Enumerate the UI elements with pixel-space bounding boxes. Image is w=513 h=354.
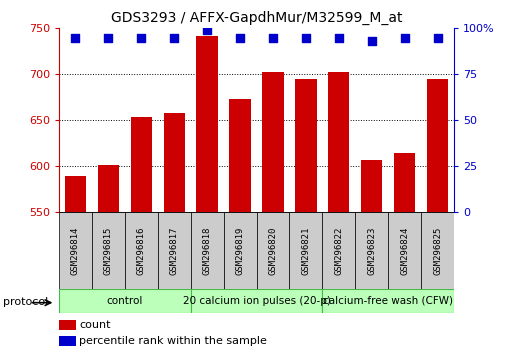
Point: [203, 27, 211, 33]
Bar: [289, 212, 322, 289]
Point: [433, 35, 442, 40]
Text: percentile rank within the sample: percentile rank within the sample: [79, 336, 267, 346]
Bar: [361, 160, 382, 212]
Point: [401, 35, 409, 40]
Bar: [92, 212, 125, 289]
Bar: [295, 79, 317, 212]
Bar: [125, 212, 158, 289]
Bar: [229, 99, 251, 212]
Bar: [59, 212, 92, 289]
Bar: [328, 72, 349, 212]
Bar: [224, 212, 256, 289]
Bar: [388, 212, 421, 289]
Point: [104, 35, 112, 40]
Text: calcium-free wash (CFW): calcium-free wash (CFW): [323, 296, 453, 306]
Point: [71, 35, 80, 40]
Text: GSM296822: GSM296822: [334, 226, 343, 275]
Bar: [262, 72, 284, 212]
Bar: [59, 336, 75, 346]
Bar: [65, 176, 86, 212]
Text: GSM296814: GSM296814: [71, 226, 80, 275]
Bar: [131, 117, 152, 212]
Point: [302, 35, 310, 40]
Point: [137, 35, 145, 40]
Bar: [427, 79, 448, 212]
Text: GSM296824: GSM296824: [400, 226, 409, 275]
Bar: [164, 113, 185, 212]
Bar: [322, 212, 355, 289]
Text: GSM296816: GSM296816: [137, 226, 146, 275]
Bar: [97, 165, 119, 212]
Bar: [59, 289, 191, 313]
Bar: [59, 320, 75, 330]
Text: GSM296820: GSM296820: [268, 226, 278, 275]
Point: [170, 35, 179, 40]
Bar: [191, 212, 224, 289]
Text: count: count: [79, 320, 110, 330]
Text: 20 calcium ion pulses (20-p): 20 calcium ion pulses (20-p): [183, 296, 330, 306]
Bar: [421, 212, 454, 289]
Point: [236, 35, 244, 40]
Text: GSM296821: GSM296821: [301, 226, 310, 275]
Bar: [355, 212, 388, 289]
Text: protocol: protocol: [3, 297, 48, 307]
Bar: [191, 289, 322, 313]
Point: [334, 35, 343, 40]
Text: GSM296817: GSM296817: [170, 226, 179, 275]
Point: [368, 38, 376, 44]
Bar: [322, 289, 454, 313]
Bar: [394, 153, 416, 212]
Title: GDS3293 / AFFX-GapdhMur/M32599_M_at: GDS3293 / AFFX-GapdhMur/M32599_M_at: [111, 10, 402, 24]
Text: control: control: [107, 296, 143, 306]
Text: GSM296818: GSM296818: [203, 226, 212, 275]
Text: GSM296819: GSM296819: [235, 226, 245, 275]
Text: GSM296823: GSM296823: [367, 226, 376, 275]
Bar: [256, 212, 289, 289]
Point: [269, 35, 277, 40]
Text: GSM296815: GSM296815: [104, 226, 113, 275]
Text: GSM296825: GSM296825: [433, 226, 442, 275]
Bar: [158, 212, 191, 289]
Bar: [196, 36, 218, 212]
